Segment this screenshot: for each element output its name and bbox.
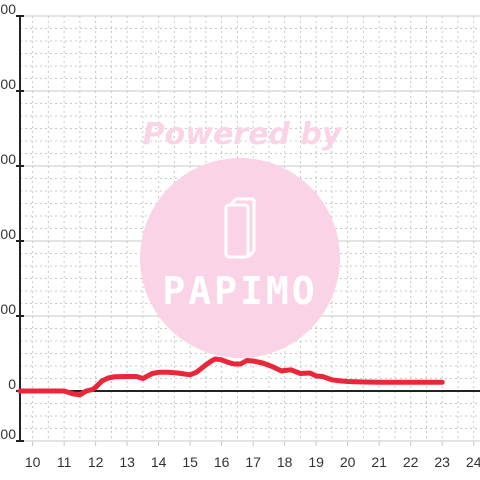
x-tick-label: 20 <box>340 454 356 470</box>
x-tick-label: 13 <box>119 454 135 470</box>
phone-icon <box>224 197 256 259</box>
x-tick-label: 10 <box>25 454 41 470</box>
x-tick-label: 22 <box>403 454 419 470</box>
x-tick-label: 21 <box>371 454 387 470</box>
y-tick-label: -20,000 <box>0 426 16 442</box>
watermark: Powered by PAPIMO <box>140 117 343 358</box>
x-tick-label: 11 <box>57 454 72 470</box>
y-tick-label: 150,000 <box>0 1 16 17</box>
y-tick-label: 120,000 <box>0 76 16 92</box>
series-layer <box>17 356 445 398</box>
x-tick-label: 16 <box>214 454 230 470</box>
x-tick-label: 12 <box>88 454 104 470</box>
x-tick-label: 17 <box>245 454 261 470</box>
x-tick-label: 23 <box>434 454 450 470</box>
x-tick-label: 19 <box>308 454 324 470</box>
y-tick-label: 60,000 <box>0 226 16 242</box>
y-tick-label: 0 <box>8 376 16 392</box>
y-tick-label: 90,000 <box>0 151 16 167</box>
tick-labels: -20,000 0 30,000 60,000 90,000 120,000 150,000… <box>0 1 480 470</box>
x-tick-label: 15 <box>182 454 198 470</box>
series-line <box>17 356 445 398</box>
watermark-brand: PAPIMO <box>162 269 317 313</box>
x-tick-label: 14 <box>151 454 167 470</box>
x-tick-label: 18 <box>277 454 293 470</box>
x-tick-label: 24 <box>466 454 480 470</box>
watermark-caption: Powered by <box>143 117 343 152</box>
y-tick-label: 30,000 <box>0 301 16 317</box>
axes <box>16 15 480 446</box>
